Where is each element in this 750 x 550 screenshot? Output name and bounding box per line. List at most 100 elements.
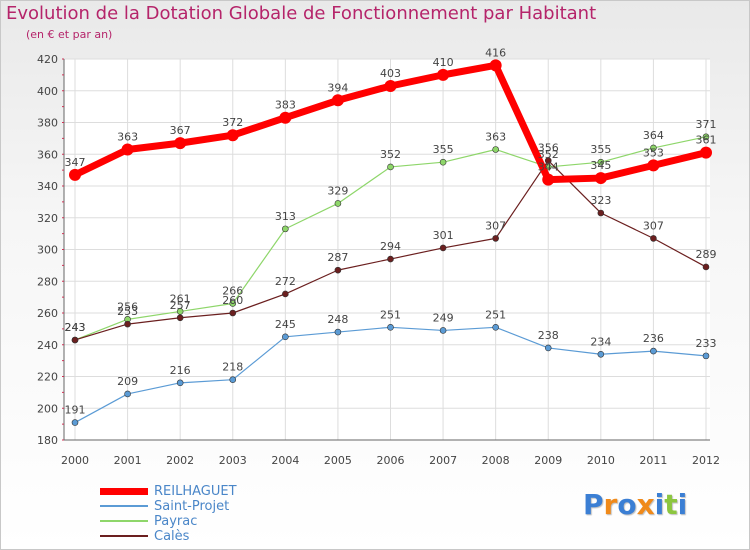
data-point [226,129,239,142]
x-tick-label: 2003 [219,454,247,467]
data-label: 289 [696,248,717,261]
data-label: 236 [643,332,664,345]
data-point [71,419,79,426]
x-tick-label: 2011 [639,454,667,467]
data-label: 323 [590,194,611,207]
data-point [437,68,450,81]
data-point [597,350,605,358]
data-label: 256 [117,300,138,313]
data-label: 313 [275,210,296,223]
data-label: 233 [696,337,717,350]
data-label: 329 [327,184,348,197]
data-point [69,168,81,181]
data-point [279,111,292,124]
data-label: 372 [222,116,243,129]
logo-letter: r [603,488,618,521]
logo-letter: t [664,488,678,521]
logo-letter: i [654,488,665,521]
chart-subtitle: (en € et par an) [26,28,113,41]
x-tick-label: 2000 [61,454,89,467]
y-tick-label: 380 [37,117,58,130]
data-label: 352 [538,148,559,161]
data-point [121,143,134,156]
data-label: 234 [590,335,611,348]
data-point [542,173,555,186]
logo-letter: o [617,488,637,521]
data-point [229,376,237,383]
x-tick-label: 2012 [692,454,720,467]
data-point [489,59,502,72]
y-tick-label: 240 [37,339,58,352]
data-label: 352 [380,148,401,161]
data-point [387,255,394,263]
x-tick-label: 2004 [271,454,299,467]
legend-swatch [100,487,148,495]
data-point [702,352,710,360]
logo-letter: i [677,488,688,521]
y-tick-label: 420 [37,53,58,66]
x-tick-label: 2002 [166,454,194,467]
logo-letter: P [583,488,604,521]
data-point [176,379,184,387]
data-point [176,314,184,322]
data-point [647,159,660,172]
y-tick-label: 300 [37,244,58,257]
data-point [282,290,289,298]
data-point [282,333,289,341]
data-point [597,209,605,217]
data-point [597,158,605,166]
y-tick-label: 260 [37,307,58,320]
data-point [492,323,499,331]
y-tick-label: 340 [37,180,58,193]
data-point [334,266,342,274]
data-label: 287 [327,251,348,264]
data-label: 371 [696,118,717,131]
data-label: 251 [380,308,401,321]
data-point [650,144,657,152]
legend-swatch [100,535,148,537]
data-point [334,328,342,336]
data-point [124,320,131,328]
data-point [229,300,237,307]
legend-label: Payrac [154,514,198,529]
data-label: 353 [643,146,664,159]
logo-letter: x [636,488,655,521]
data-point [702,133,710,141]
legend-swatch [100,505,148,507]
data-point [176,308,184,315]
data-label: 209 [117,375,138,388]
data-label: 266 [222,284,243,297]
data-point [650,347,657,355]
data-label: 361 [696,134,717,147]
x-tick-label: 2008 [482,454,510,467]
y-tick-label: 220 [37,371,58,384]
y-tick-label: 200 [37,402,58,415]
data-point [439,327,447,334]
data-label: 367 [170,124,191,137]
data-label: 394 [327,81,348,94]
data-label: 248 [327,313,348,326]
data-label: 347 [65,156,86,169]
data-label: 261 [170,292,191,305]
data-label: 253 [117,305,138,318]
data-label: 238 [538,329,559,342]
data-point [492,235,499,242]
data-label: 251 [485,308,506,321]
x-tick-label: 2007 [429,454,457,467]
data-label: 216 [170,364,191,377]
chart-title: Evolution de la Dotation Globale de Fonc… [6,3,597,24]
x-tick-label: 2010 [587,454,615,467]
data-label: 294 [380,240,401,253]
data-point [229,309,237,317]
y-tick-label: 360 [37,148,58,161]
legend-swatch [100,520,148,522]
data-point [700,146,712,159]
data-point [387,163,394,171]
data-label: 272 [275,275,296,288]
y-tick-label: 280 [37,275,58,288]
data-label: 403 [380,67,401,80]
data-label: 260 [222,294,243,307]
data-label: 383 [275,99,296,112]
data-point [650,235,657,242]
